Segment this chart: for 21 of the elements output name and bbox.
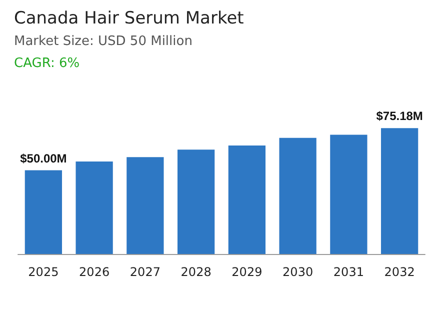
x-tick-label: 2032	[384, 265, 415, 279]
chart-title: Canada Hair Serum Market	[14, 8, 244, 28]
x-tick-label: 2031	[333, 265, 364, 279]
data-label: $50.00M	[20, 151, 67, 166]
bar	[228, 145, 266, 254]
bar	[76, 162, 113, 254]
x-tick-label: 2029	[232, 265, 262, 279]
x-tick-label: 2026	[79, 265, 110, 279]
bar	[330, 134, 368, 254]
bar	[380, 128, 418, 254]
bar	[279, 138, 316, 254]
x-tick-label: 2025	[28, 265, 59, 279]
bar	[24, 170, 62, 254]
data-label: $75.18M	[376, 109, 423, 124]
text: CAGR: 6%	[14, 56, 80, 71]
bar	[177, 150, 215, 254]
x-tick-label: 2027	[130, 265, 160, 279]
x-tick-label: 2028	[180, 265, 212, 279]
bar	[126, 157, 164, 254]
x-tick-label: 2030	[282, 265, 314, 279]
chart-subtitle: Market Size: USD 50 Million	[14, 34, 192, 49]
